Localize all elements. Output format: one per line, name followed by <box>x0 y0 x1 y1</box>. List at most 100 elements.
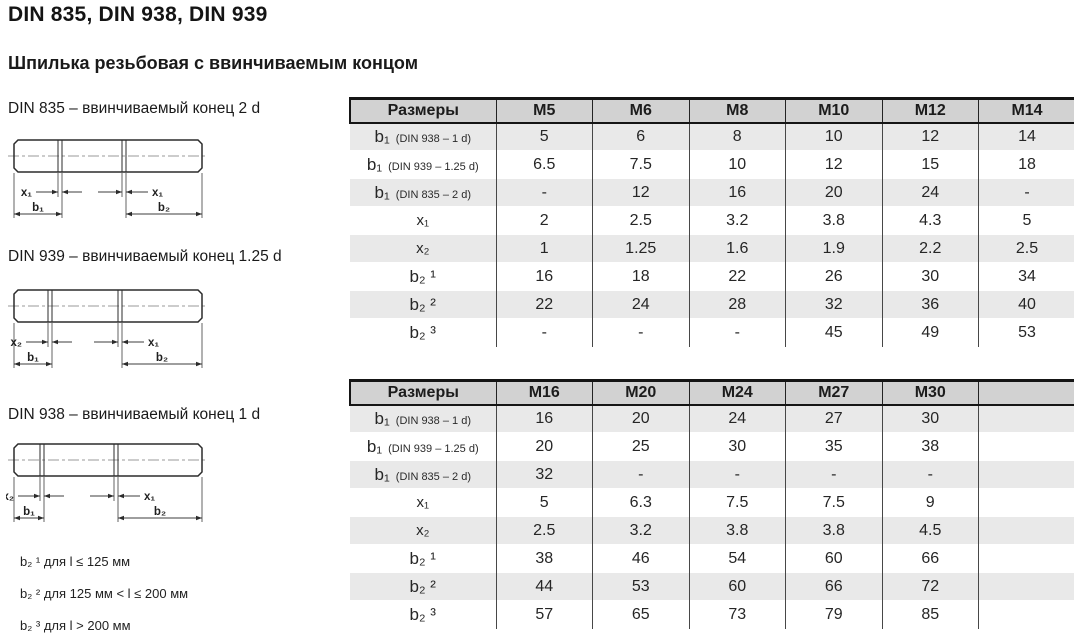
stud-body <box>13 443 203 477</box>
value-cell: 85 <box>881 600 979 629</box>
table-row: b₁ (DIN 835 – 2 d) -12 16 20 24- <box>350 178 1074 207</box>
value-cell: 10 <box>785 122 882 151</box>
dim-arrow <box>34 493 40 499</box>
value-cell: 1.6 <box>688 234 786 263</box>
value-cell: 4.3 <box>881 206 979 235</box>
value-cell: 3.2 <box>592 516 689 545</box>
table-row: b₂ ³ - - -45 49 53 <box>350 318 1074 347</box>
value-cell: 3.8 <box>785 516 882 545</box>
dim-arrow <box>196 361 202 367</box>
column-header: M14 <box>978 97 1074 124</box>
value-cell: 32 <box>495 460 593 489</box>
dim-arrow <box>112 339 118 345</box>
value-cell: 20 <box>592 404 689 433</box>
dim-arrow <box>196 515 202 521</box>
value-cell: 8 <box>688 122 786 151</box>
b2-dim-label: b₂ <box>158 202 170 214</box>
row-label: b₂ ³ <box>409 322 436 342</box>
column-header <box>978 379 1074 406</box>
value-cell: - <box>495 178 593 207</box>
drawing-heading-din938: DIN 938 – ввинчиваемый конец 1 d <box>8 406 261 423</box>
value-cell: 2.5 <box>978 234 1074 263</box>
value-cell: 22 <box>495 290 593 319</box>
footnote-b2-1: b₂ ¹ для l ≤ 125 мм <box>20 554 131 569</box>
value-cell: 3.8 <box>785 206 882 235</box>
row-label: x₁ <box>416 493 430 511</box>
column-header: M24 <box>688 379 786 406</box>
table-row: b₁ (DIN 835 – 2 d) 32- - - - <box>350 460 1074 489</box>
value-cell: 1.25 <box>592 234 689 263</box>
drawing-heading-din835: DIN 835 – ввинчиваемый конец 2 d <box>8 100 261 117</box>
value-cell: 72 <box>881 572 979 601</box>
column-header: M5 <box>495 97 593 124</box>
column-header: M30 <box>881 379 979 406</box>
value-cell <box>978 572 1074 601</box>
value-cell: 6.5 <box>495 150 593 179</box>
b2-dim-label: b₂ <box>154 506 166 518</box>
value-cell: 18 <box>592 262 689 291</box>
table-row: b₂ ¹ 16 18 22 26 30 34 <box>350 262 1074 291</box>
dim-arrow <box>118 493 124 499</box>
value-cell: 16 <box>495 404 593 433</box>
value-cell <box>978 516 1074 545</box>
dim-arrow <box>126 189 132 195</box>
value-cell: 7.5 <box>592 150 689 179</box>
value-cell: 66 <box>785 572 882 601</box>
column-header: M16 <box>495 379 593 406</box>
table-row: b₁ (DIN 938 – 1 d) 5 6 8 10 12 14 <box>350 122 1074 151</box>
value-cell: 49 <box>881 318 979 347</box>
dim-arrow <box>122 339 128 345</box>
value-cell: 6.3 <box>592 488 689 517</box>
b1-dim-label: b₁ <box>27 352 39 364</box>
x-right-dim-label: x₁ <box>148 337 159 349</box>
dim-arrow <box>56 211 62 217</box>
value-cell: 53 <box>592 572 689 601</box>
table-row: b₂ ¹ 38 46 54 60 66 <box>350 544 1074 573</box>
row-label: b₁ (DIN 938 – 1 d) <box>350 404 496 433</box>
value-cell: 1.9 <box>785 234 882 263</box>
value-cell: 20 <box>495 432 593 461</box>
value-cell: 44 <box>495 572 593 601</box>
din939-stud-drawing: x₂ x₁ b₁ b₂ <box>8 289 208 368</box>
value-cell: 32 <box>785 290 882 319</box>
value-cell: 2.5 <box>592 206 689 235</box>
b1-dim-label: b₁ <box>32 202 44 214</box>
dim-arrow <box>52 339 58 345</box>
table-row: x₂ 2.5 3.2 3.8 3.8 4.5 <box>350 516 1074 545</box>
dim-arrow <box>38 515 44 521</box>
value-cell: 12 <box>592 178 689 207</box>
dim-arrow <box>116 189 122 195</box>
x-left-dim-label: x₁ <box>21 187 32 199</box>
value-cell: 16 <box>688 178 786 207</box>
table-row: b₁ (DIN 938 – 1 d) 16 20 24 27 30 <box>350 404 1074 433</box>
value-cell: 5 <box>495 488 593 517</box>
row-label: x₂ <box>350 234 496 263</box>
header-row: Размеры M5 M6 M8 M10 M12 M14 <box>349 97 1074 124</box>
page-title: DIN 835, DIN 938, DIN 939 <box>8 3 268 26</box>
column-header: M10 <box>785 97 882 124</box>
value-cell: 9 <box>881 488 979 517</box>
value-cell: - <box>881 460 979 489</box>
value-cell: - <box>688 318 786 347</box>
table-row: b₂ ² 22 24 28 32 36 40 <box>350 290 1074 319</box>
value-cell <box>978 488 1074 517</box>
value-cell: - <box>785 460 882 489</box>
column-header: M6 <box>592 97 689 124</box>
value-cell: 30 <box>881 404 979 433</box>
value-cell: 57 <box>495 600 593 629</box>
value-cell: 54 <box>688 544 786 573</box>
value-cell: 60 <box>785 544 882 573</box>
dim-arrow <box>196 211 202 217</box>
value-cell: 46 <box>592 544 689 573</box>
value-cell <box>978 432 1074 461</box>
value-cell: 4.5 <box>881 516 979 545</box>
value-cell: 79 <box>785 600 882 629</box>
value-cell: 66 <box>881 544 979 573</box>
dim-arrow <box>52 189 58 195</box>
dim-arrow <box>42 339 48 345</box>
row-label: b₁ (DIN 835 – 2 d) <box>350 178 496 207</box>
value-cell: - <box>592 460 689 489</box>
value-cell <box>978 600 1074 629</box>
table-row: b₁ (DIN 939 – 1.25 d) 6.5 7.5 10 12 15 18 <box>350 150 1074 179</box>
